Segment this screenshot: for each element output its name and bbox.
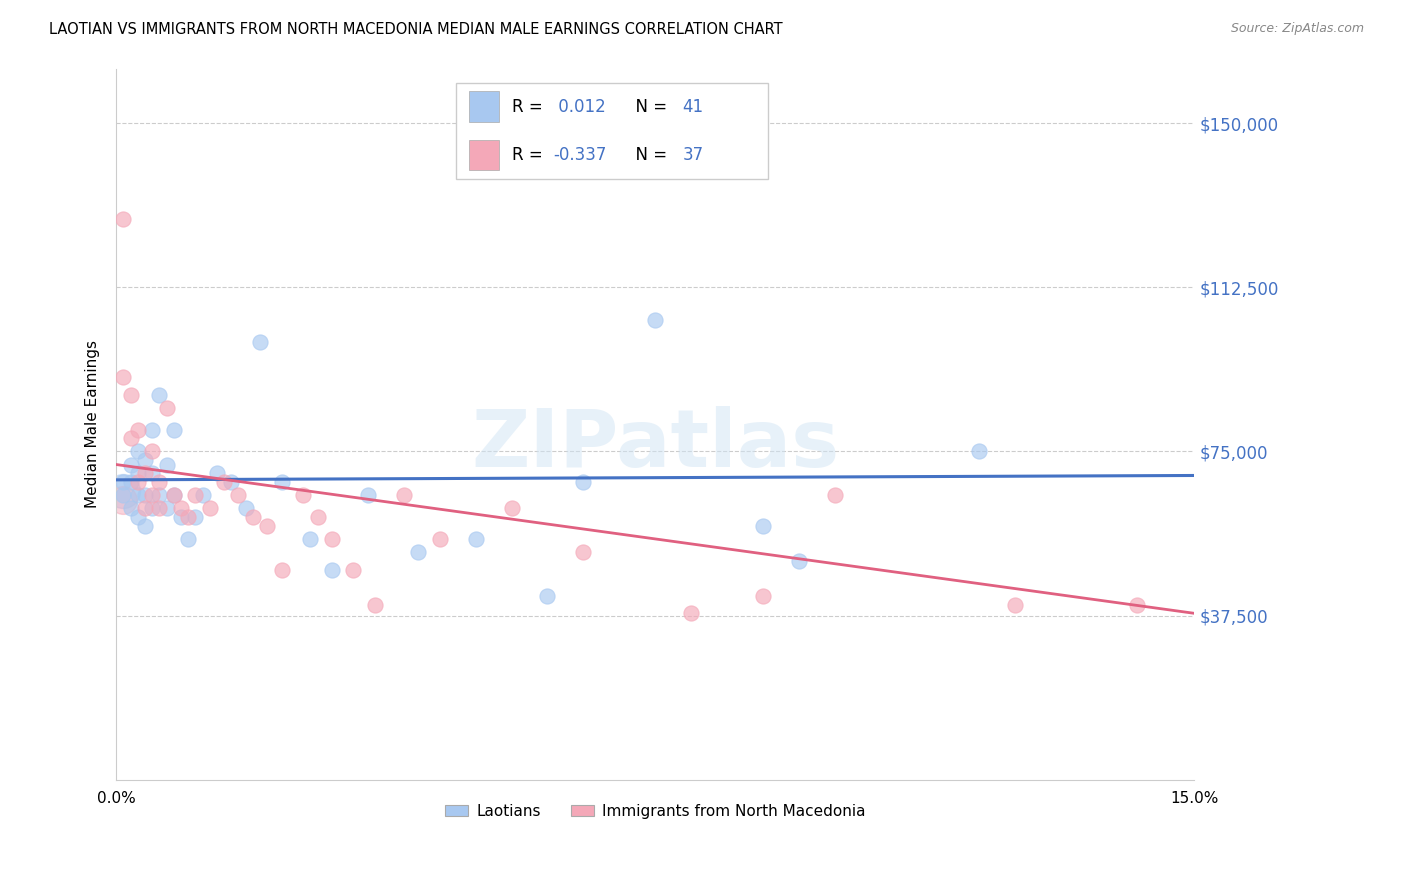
- Point: [198, 501, 221, 516]
- Point: [572, 475, 595, 489]
- Point: [141, 467, 163, 481]
- Point: [501, 501, 523, 516]
- Point: [127, 510, 149, 524]
- Point: [752, 518, 775, 533]
- Point: [967, 444, 990, 458]
- Point: [120, 387, 142, 401]
- Point: [112, 475, 135, 489]
- Point: [536, 589, 558, 603]
- Point: [681, 607, 703, 621]
- Point: [752, 589, 775, 603]
- Point: [321, 563, 343, 577]
- Point: [212, 475, 235, 489]
- Point: [163, 488, 186, 502]
- Point: [177, 532, 200, 546]
- Point: [148, 387, 170, 401]
- Point: [170, 501, 193, 516]
- Text: LAOTIAN VS IMMIGRANTS FROM NORTH MACEDONIA MEDIAN MALE EARNINGS CORRELATION CHAR: LAOTIAN VS IMMIGRANTS FROM NORTH MACEDON…: [49, 22, 783, 37]
- Point: [177, 510, 200, 524]
- Point: [120, 475, 142, 489]
- Point: [321, 532, 343, 546]
- Text: -0.337: -0.337: [553, 146, 606, 164]
- Point: [184, 510, 207, 524]
- Text: N =: N =: [626, 146, 672, 164]
- Point: [342, 563, 364, 577]
- Point: [148, 475, 170, 489]
- Point: [219, 475, 242, 489]
- Point: [112, 488, 135, 502]
- Point: [228, 488, 250, 502]
- Point: [112, 212, 135, 227]
- Point: [429, 532, 451, 546]
- Point: [112, 370, 135, 384]
- Point: [127, 444, 149, 458]
- Point: [148, 488, 170, 502]
- Point: [364, 598, 387, 612]
- Point: [357, 488, 380, 502]
- Point: [242, 510, 264, 524]
- Point: [141, 488, 163, 502]
- Point: [572, 545, 595, 559]
- Point: [787, 554, 810, 568]
- Point: [112, 483, 135, 498]
- Point: [644, 313, 666, 327]
- Point: [120, 458, 142, 472]
- Point: [134, 467, 156, 481]
- Text: 37: 37: [682, 146, 703, 164]
- Legend: Laotians, Immigrants from North Macedonia: Laotians, Immigrants from North Macedoni…: [439, 798, 872, 825]
- Point: [1004, 598, 1026, 612]
- Point: [134, 518, 156, 533]
- Text: 41: 41: [682, 97, 703, 116]
- Point: [824, 488, 846, 502]
- Point: [155, 458, 177, 472]
- Point: [148, 501, 170, 516]
- Point: [120, 431, 142, 445]
- Point: [127, 475, 149, 489]
- Text: Source: ZipAtlas.com: Source: ZipAtlas.com: [1230, 22, 1364, 36]
- Text: R =: R =: [512, 97, 548, 116]
- Point: [134, 453, 156, 467]
- Point: [155, 501, 177, 516]
- Point: [406, 545, 429, 559]
- Point: [163, 423, 186, 437]
- Point: [112, 492, 135, 507]
- Point: [235, 501, 257, 516]
- Point: [299, 532, 322, 546]
- Point: [292, 488, 315, 502]
- Point: [120, 501, 142, 516]
- Point: [205, 467, 228, 481]
- Point: [464, 532, 486, 546]
- Point: [256, 518, 278, 533]
- Point: [249, 334, 271, 349]
- Point: [392, 488, 415, 502]
- FancyBboxPatch shape: [468, 140, 499, 170]
- Point: [191, 488, 214, 502]
- Point: [127, 467, 149, 481]
- Text: 0.012: 0.012: [553, 97, 606, 116]
- FancyBboxPatch shape: [456, 83, 769, 178]
- Point: [134, 501, 156, 516]
- Point: [127, 423, 149, 437]
- Point: [163, 488, 186, 502]
- Point: [155, 401, 177, 415]
- Point: [307, 510, 329, 524]
- Point: [184, 488, 207, 502]
- Text: ZIPatlas: ZIPatlas: [471, 407, 839, 484]
- Point: [127, 488, 149, 502]
- Point: [141, 444, 163, 458]
- Text: R =: R =: [512, 146, 548, 164]
- Point: [141, 423, 163, 437]
- Point: [134, 488, 156, 502]
- Text: N =: N =: [626, 97, 672, 116]
- FancyBboxPatch shape: [468, 91, 499, 122]
- Point: [1126, 598, 1149, 612]
- Point: [170, 510, 193, 524]
- Y-axis label: Median Male Earnings: Median Male Earnings: [86, 340, 100, 508]
- Point: [270, 475, 292, 489]
- Point: [270, 563, 292, 577]
- Point: [141, 501, 163, 516]
